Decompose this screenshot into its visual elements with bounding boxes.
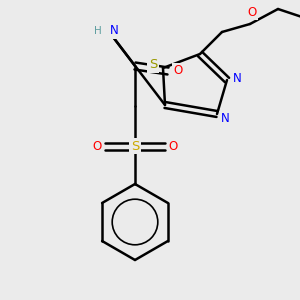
Text: O: O xyxy=(248,5,256,19)
Text: N: N xyxy=(220,112,230,125)
Text: O: O xyxy=(173,64,183,77)
Text: N: N xyxy=(110,25,118,38)
Text: N: N xyxy=(232,71,242,85)
Text: H: H xyxy=(94,26,102,36)
Text: O: O xyxy=(168,140,178,152)
Text: S: S xyxy=(131,140,139,152)
Text: S: S xyxy=(149,58,157,71)
Text: O: O xyxy=(92,140,102,152)
